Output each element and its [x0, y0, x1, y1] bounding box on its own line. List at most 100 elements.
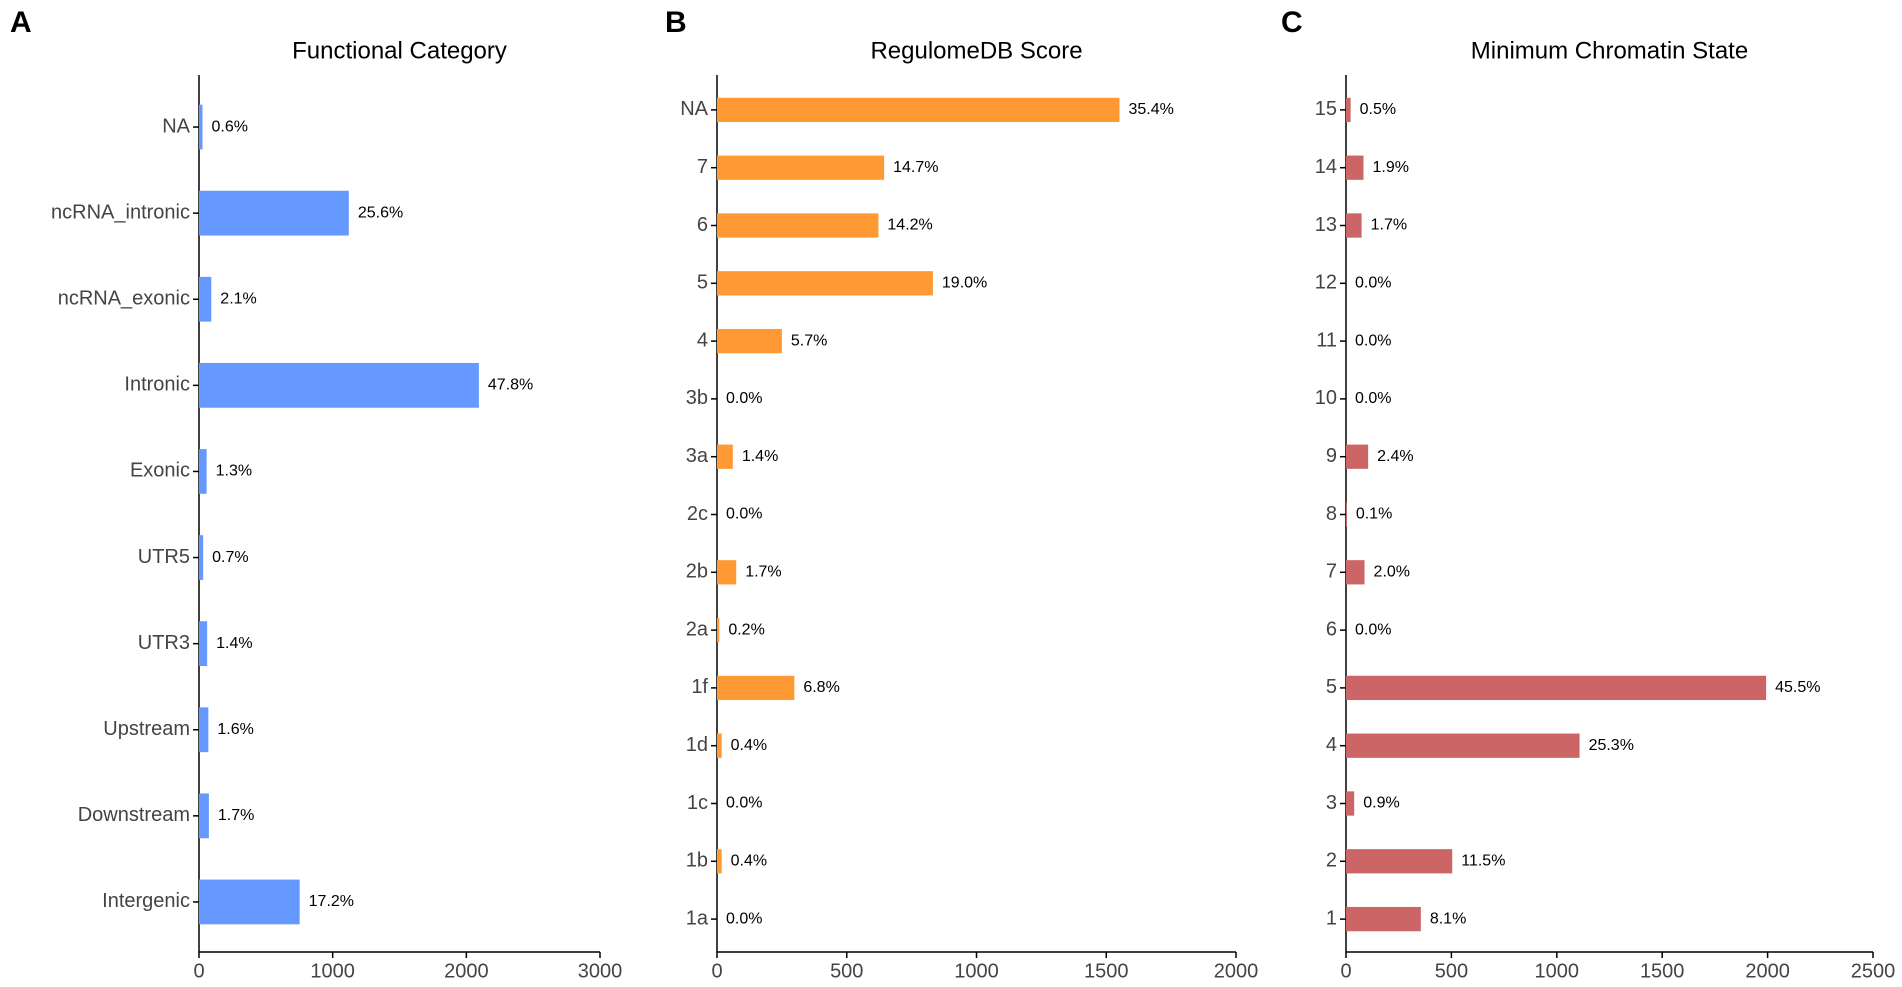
bar	[199, 449, 207, 494]
bar	[717, 560, 737, 585]
y-tick-label: 3	[1326, 792, 1337, 814]
panel-label: C	[1281, 6, 1303, 39]
value-label: 0.0%	[1355, 390, 1391, 407]
value-label: 45.5%	[1775, 679, 1820, 696]
value-label: 11.5%	[1461, 853, 1505, 870]
chart-title: RegulomeDB Score	[870, 37, 1082, 64]
y-tick-label: 2a	[686, 618, 709, 640]
panel-label: A	[10, 6, 32, 39]
bar	[1346, 675, 1767, 701]
value-label: 1.7%	[218, 807, 254, 824]
value-label: 25.6%	[358, 204, 403, 221]
y-tick-label: 4	[697, 329, 708, 351]
value-label: 0.7%	[212, 549, 248, 566]
bar	[717, 444, 733, 469]
chart-title: Functional Category	[292, 37, 507, 64]
y-tick-label: 5	[697, 272, 708, 294]
x-tick-label: 1000	[954, 960, 999, 982]
bar	[717, 328, 782, 354]
x-tick-label: 1000	[1535, 960, 1580, 982]
y-tick-label: UTR3	[138, 632, 190, 654]
y-tick-label: 13	[1315, 214, 1337, 236]
value-label: 2.1%	[220, 290, 256, 307]
x-tick-label: 2000	[1214, 960, 1259, 982]
y-tick-label: 1b	[686, 850, 708, 872]
x-tick-label: 500	[1435, 960, 1468, 982]
value-label: 1.3%	[216, 463, 252, 480]
panel-label: B	[665, 6, 687, 39]
bar	[199, 535, 204, 580]
chart-title: Minimum Chromatin State	[1471, 37, 1748, 64]
bar	[1346, 444, 1369, 469]
y-tick-label: 1a	[686, 907, 709, 929]
bar	[717, 155, 885, 180]
x-tick-label: 2000	[444, 960, 489, 982]
value-label: 0.0%	[726, 390, 762, 407]
y-tick-label: ncRNA_exonic	[58, 288, 190, 310]
y-tick-label: 9	[1326, 445, 1337, 467]
value-label: 1.9%	[1372, 159, 1408, 176]
x-tick-label: 0	[1340, 960, 1351, 982]
value-label: 14.7%	[893, 159, 938, 176]
y-tick-label: 1	[1326, 907, 1337, 929]
x-tick-label: 1500	[1084, 960, 1129, 982]
bar	[199, 793, 209, 839]
y-tick-label: 3b	[686, 387, 708, 409]
y-tick-label: 7	[1326, 561, 1337, 583]
bar	[199, 879, 300, 925]
y-tick-label: 2	[1326, 850, 1337, 872]
x-tick-label: 0	[711, 960, 722, 982]
y-tick-label: 2c	[687, 503, 708, 525]
y-tick-label: 5	[1326, 676, 1337, 698]
y-tick-label: 6	[697, 214, 708, 236]
y-tick-label: 10	[1315, 387, 1337, 409]
bar	[717, 849, 722, 874]
value-label: 47.8%	[488, 377, 533, 394]
bar	[199, 104, 203, 150]
x-tick-label: 3000	[578, 960, 623, 982]
y-tick-label: 8	[1326, 503, 1337, 525]
x-tick-label: 1500	[1640, 960, 1685, 982]
y-tick-label: NA	[162, 115, 190, 137]
x-tick-label: 500	[830, 960, 863, 982]
value-label: 0.0%	[726, 910, 762, 927]
x-tick-label: 1000	[310, 960, 355, 982]
y-tick-label: 3a	[686, 445, 709, 467]
value-label: 2.4%	[1377, 448, 1413, 465]
x-tick-label: 2500	[1851, 960, 1896, 982]
value-label: 25.3%	[1589, 737, 1634, 754]
value-label: 0.0%	[1355, 621, 1391, 638]
value-label: 0.4%	[731, 737, 767, 754]
value-label: 0.4%	[731, 853, 767, 870]
y-tick-label: Exonic	[130, 460, 190, 482]
bar	[199, 190, 349, 236]
bar	[1346, 97, 1351, 123]
y-tick-label: ncRNA_intronic	[51, 201, 190, 223]
value-label: 0.0%	[1355, 332, 1391, 349]
bar	[1346, 502, 1347, 527]
value-label: 0.0%	[1355, 275, 1391, 292]
bar	[1346, 560, 1365, 585]
y-tick-label: NA	[680, 98, 708, 120]
value-label: 0.6%	[211, 118, 247, 135]
value-label: 0.2%	[728, 621, 764, 638]
value-label: 0.1%	[1356, 506, 1392, 523]
bar	[717, 617, 720, 643]
bar	[1346, 155, 1364, 180]
value-label: 1.7%	[745, 564, 781, 581]
value-label: 14.2%	[887, 217, 932, 234]
bar	[717, 213, 879, 238]
bar	[199, 707, 209, 753]
y-tick-label: Downstream	[78, 804, 190, 826]
value-label: 2.0%	[1374, 564, 1410, 581]
value-label: 1.4%	[216, 635, 252, 652]
y-tick-label: 1f	[691, 676, 708, 698]
value-label: 17.2%	[309, 893, 354, 910]
y-tick-label: 1c	[687, 792, 708, 814]
value-label: 19.0%	[942, 275, 987, 292]
y-tick-label: Intronic	[124, 374, 190, 396]
bar	[717, 271, 933, 296]
value-label: 6.8%	[803, 679, 839, 696]
bar	[199, 276, 212, 322]
